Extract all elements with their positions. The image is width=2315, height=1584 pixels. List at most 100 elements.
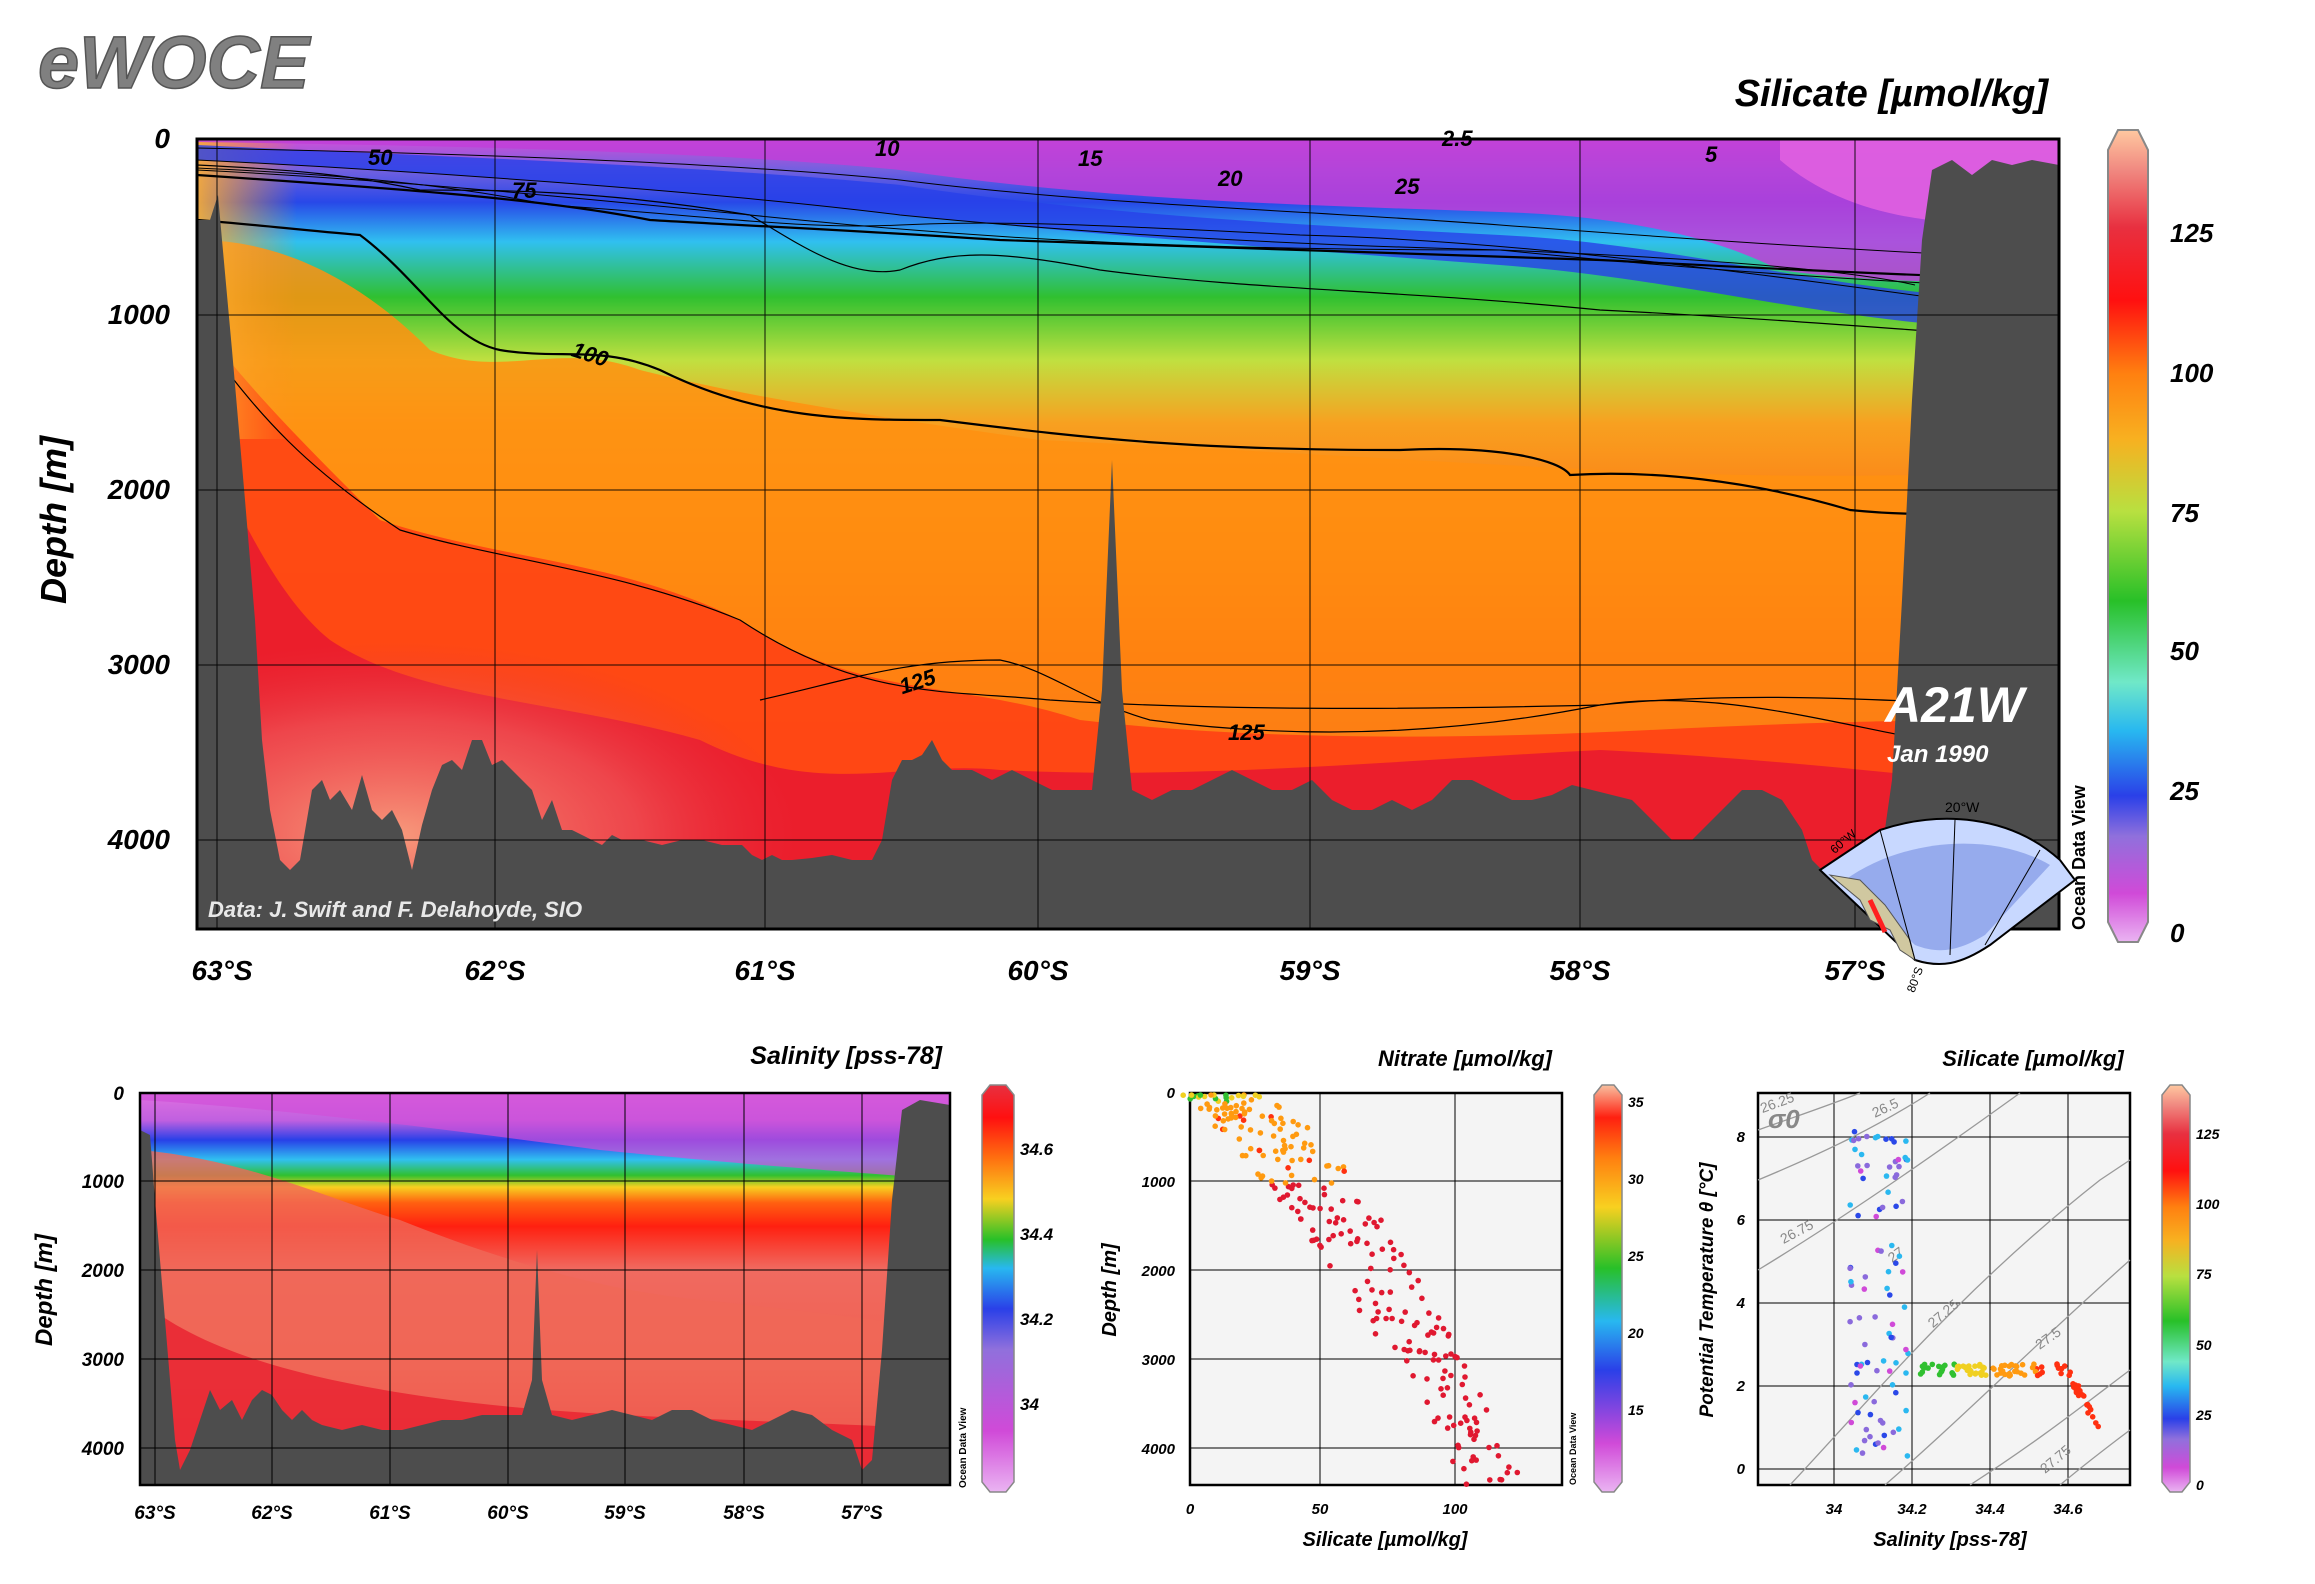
ts-point [1954, 1366, 1961, 1373]
ts-point [1925, 1365, 1931, 1371]
ts-point [1861, 1437, 1868, 1444]
nitrate-point [1506, 1464, 1512, 1470]
nit-cb-tick: 15 [1628, 1402, 1644, 1418]
nitrate-point [1372, 1300, 1379, 1307]
nitrate-point [1221, 1111, 1228, 1117]
nitrate-point [1247, 1127, 1254, 1133]
nitrate-point [1406, 1269, 1413, 1276]
ts-point [1853, 1447, 1860, 1453]
nitrate-point [1435, 1357, 1442, 1363]
nitrate-title: Nitrate [µmol/kg] [1378, 1046, 1553, 1071]
contour-label-10: 10 [875, 136, 900, 161]
nit-cb-tick: 20 [1627, 1325, 1644, 1341]
contour-label-5: 5 [1705, 142, 1718, 167]
nitrate-point [1280, 1147, 1286, 1154]
sal-xtick: 62°S [251, 1503, 293, 1524]
nitrate-point [1444, 1425, 1451, 1431]
nitrate-point [1328, 1180, 1335, 1186]
nitrate-point [1295, 1182, 1302, 1189]
nitrate-point [1272, 1185, 1278, 1191]
nit-ytick: 0 [1167, 1085, 1176, 1102]
ts-plot-bg [1756, 1091, 2132, 1487]
main-xtick: 57°S [1824, 955, 1885, 986]
nitrate-point [1252, 1092, 1259, 1098]
nitrate-point [1352, 1287, 1358, 1294]
nitrate-point [1459, 1381, 1466, 1388]
main-ylabel: Depth [m] [33, 435, 74, 604]
ts-point [1960, 1363, 1966, 1369]
ts-point [1848, 1419, 1855, 1426]
salinity-title: Salinity [pss-78] [750, 1042, 943, 1070]
nitrate-point [1339, 1197, 1346, 1204]
nitrate-point [1514, 1469, 1521, 1476]
nitrate-point [1362, 1221, 1369, 1227]
nitrate-point [1310, 1205, 1316, 1211]
salinity-xticks: 63°S 62°S 61°S 60°S 59°S 58°S 57°S [134, 1503, 883, 1524]
ts-cb-tick: 125 [2196, 1126, 2220, 1142]
nitrate-point [1301, 1140, 1308, 1147]
ts-point [1893, 1260, 1899, 1266]
salinity-frame [138, 1091, 952, 1487]
nitrate-point [1212, 1113, 1219, 1119]
nitrate-point [1442, 1368, 1448, 1374]
ts-point [1872, 1314, 1878, 1320]
nitrate-point [1308, 1142, 1314, 1148]
nitrate-point [1392, 1344, 1398, 1351]
ts-point [1880, 1444, 1887, 1451]
nitrate-point [1224, 1105, 1230, 1112]
ts-point [1875, 1440, 1881, 1446]
nitrate-point [1238, 1124, 1244, 1130]
ts-point [1847, 1202, 1853, 1208]
main-ytick: 4000 [107, 824, 171, 855]
nitrate-point [1256, 1147, 1263, 1154]
ts-cb-tick: 0 [2196, 1477, 2204, 1493]
ts-point [2014, 1368, 2020, 1375]
nitrate-point [1306, 1157, 1313, 1164]
nitrate-point [1356, 1296, 1362, 1303]
nitrate-point [1424, 1399, 1430, 1405]
nitrate-point [1289, 1157, 1295, 1164]
nitrate-point [1272, 1148, 1279, 1154]
main-cb-tick: 25 [2169, 776, 2199, 806]
cruise-date: Jan 1990 [1887, 741, 1989, 768]
nitrate-point [1282, 1180, 1289, 1186]
nitrate-point [1328, 1206, 1334, 1212]
ts-xtick: 34.2 [1897, 1501, 1927, 1518]
ts-point [2039, 1369, 2045, 1376]
ts-point [1938, 1369, 1944, 1375]
ts-point [2006, 1363, 2012, 1369]
nitrate-grid [1190, 1093, 1562, 1485]
ts-point [2013, 1363, 2020, 1370]
nitrate-point [1486, 1444, 1492, 1451]
ts-point [1872, 1134, 1879, 1141]
nitrate-point [1378, 1217, 1384, 1223]
ts-point [1851, 1128, 1858, 1135]
nit-cb-tick: 30 [1628, 1171, 1644, 1187]
nitrate-point [1325, 1162, 1332, 1169]
main-xticks: 63°S 62°S 61°S 60°S 59°S 58°S 57°S [191, 955, 1885, 986]
contour-label-125-b: 125 [1228, 720, 1265, 745]
nitrate-point [1208, 1092, 1214, 1098]
ts-point [1867, 1433, 1873, 1440]
nitrate-point [1379, 1246, 1386, 1252]
ts-point [1859, 1450, 1866, 1456]
nitrate-point [1450, 1422, 1457, 1429]
nitrate-point [1387, 1267, 1393, 1273]
nit-ytick: 1000 [1142, 1174, 1176, 1191]
nitrate-point [1268, 1178, 1275, 1184]
ts-point [2002, 1362, 2008, 1369]
nitrate-plot-bg [1188, 1091, 1564, 1487]
ts-xtick: 34.6 [2053, 1501, 2083, 1518]
nitrate-point [1498, 1477, 1505, 1483]
nitrate-point [1406, 1338, 1412, 1345]
inset-map: 20°W 60°W 80°S [1818, 799, 2077, 994]
nitrate-point [1221, 1126, 1228, 1133]
ts-point [1893, 1203, 1899, 1210]
main-ytick: 0 [154, 123, 170, 154]
ts-point [1850, 1137, 1857, 1144]
nitrate-point [1468, 1429, 1474, 1435]
ts-point [1862, 1274, 1869, 1280]
nit-xtick: 100 [1442, 1501, 1468, 1518]
ts-point [1983, 1372, 1989, 1378]
nitrate-point [1378, 1289, 1385, 1296]
